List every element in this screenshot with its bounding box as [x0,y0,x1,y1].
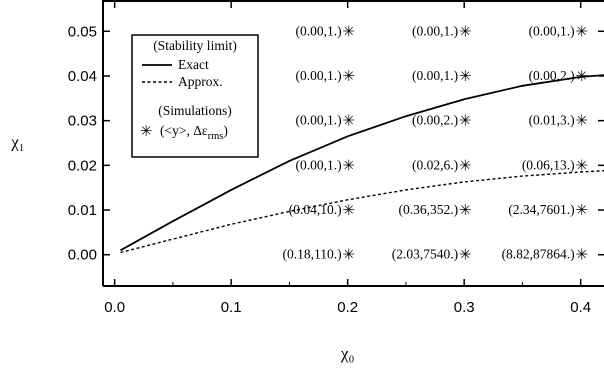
y-axis-title: χ₁ [10,132,24,151]
simulation-marker: ✳ [459,201,472,219]
x-tick-label: 0.1 [221,299,242,316]
simulation-label: (0.01,3.) [529,113,575,128]
simulation-marker: ✳ [575,67,588,85]
simulation-label: (8.82,87864.) [502,247,575,262]
x-axis-title: χ₀ [340,344,355,363]
simulation-marker: ✳ [575,201,588,219]
simulation-marker: ✳ [342,67,355,85]
y-tick-label: 0.01 [68,202,97,219]
simulation-marker: ✳ [459,22,472,40]
simulation-label: (0.00,2.) [529,68,575,83]
x-tick-label: 0.3 [454,299,475,316]
plot-area: 0.00 0.01 0.02 0.03 0.04 0.05 0.0 0.1 0.2 0.3 0.4 χ… [10,0,604,363]
legend: (Stability limit) Exact Approx. (Simulation… [131,34,259,158]
y-tick-label: 0.03 [68,113,97,130]
simulation-marker: ✳ [459,156,472,174]
simulation-marker: ✳ [575,246,588,264]
simulation-label: (0.00,1.) [296,113,342,128]
simulation-label: (0.36,352.) [399,202,459,217]
simulation-marker: ✳ [342,201,355,219]
simulation-marker: ✳ [459,112,472,130]
simulation-marker: ✳ [575,156,588,174]
simulation-label: (2.34,7601.) [508,202,574,217]
simulation-marker: ✳ [342,246,355,264]
legend-sim-label: (<y>, Δεrms) [160,123,228,142]
y-tick-label: 0.02 [68,157,97,174]
simulation-label: (0.00,1.) [412,68,458,83]
simulation-label: (0.00,1.) [296,68,342,83]
simulation-marker: ✳ [342,22,355,40]
x-tick-label: 0.4 [570,299,591,316]
simulation-label: (0.00,1.) [529,23,575,38]
y-tick-label: 0.00 [68,247,97,264]
simulation-label: (0.04,10.) [289,202,342,217]
simulation-marker: ✳ [459,246,472,264]
legend-sim-marker: ✳ [140,122,153,140]
legend-exact-label: Exact [178,57,209,72]
y-tick-label: 0.04 [68,68,97,85]
simulation-label: (0.18,110.) [283,247,342,262]
simulation-marker: ✳ [459,67,472,85]
simulation-marker: ✳ [342,156,355,174]
simulation-label: (0.00,1.) [296,23,342,38]
x-tick-label: 0.2 [337,299,358,316]
legend-heading: (Stability limit) [153,38,237,53]
y-tick-label: 0.05 [68,23,97,40]
simulation-label: (0.00,1.) [296,157,342,172]
simulation-marker: ✳ [342,112,355,130]
series-line-exact [120,74,604,252]
legend-box [131,34,259,158]
simulation-label: (0.00,2.) [412,113,458,128]
simulation-label: (0.02,6.) [412,157,458,172]
simulation-label: (0.00,1.) [412,23,458,38]
legend-sim-heading: (Simulations) [158,103,232,118]
simulation-marker: ✳ [575,22,588,40]
legend-approx-label: Approx. [178,74,223,89]
series-line-approx [120,170,604,254]
simulation-marker: ✳ [575,112,588,130]
simulation-label: (2.03,7540.) [392,247,458,262]
x-tick-label: 0.0 [104,299,125,316]
simulation-label: (0.06,13.) [522,157,575,172]
